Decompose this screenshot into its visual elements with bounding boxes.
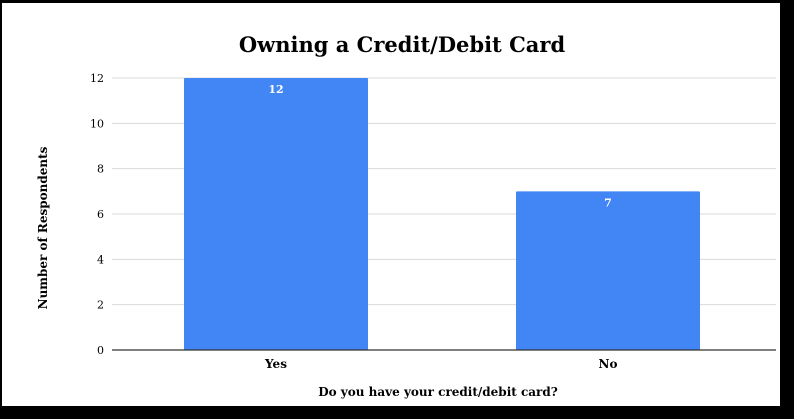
y-tick-labels: 0 2 4 6 8 10 12 bbox=[90, 72, 104, 357]
y-tick-label: 4 bbox=[97, 253, 104, 266]
y-tick-label: 2 bbox=[97, 299, 104, 312]
category-label: Yes bbox=[264, 357, 287, 371]
category-label: No bbox=[599, 357, 618, 371]
y-axis-label: Number of Respondents bbox=[36, 146, 50, 309]
bar-yes bbox=[184, 78, 368, 350]
chart-title: Owning a Credit/Debit Card bbox=[239, 32, 566, 57]
y-tick-label: 10 bbox=[90, 117, 104, 130]
y-tick-label: 0 bbox=[97, 344, 104, 357]
category-labels: Yes No bbox=[264, 357, 617, 371]
bars: 12 7 bbox=[184, 78, 700, 350]
bar-no bbox=[516, 191, 700, 350]
y-tick-label: 8 bbox=[97, 163, 104, 176]
data-label: 7 bbox=[604, 196, 612, 209]
data-label: 12 bbox=[268, 83, 283, 96]
y-tick-label: 12 bbox=[90, 72, 104, 85]
x-axis-label: Do you have your credit/debit card? bbox=[318, 385, 558, 399]
y-tick-label: 6 bbox=[97, 208, 104, 221]
